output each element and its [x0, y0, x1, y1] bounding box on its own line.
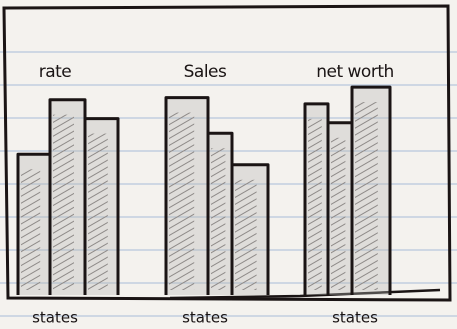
frame — [2, 4, 452, 302]
x-axis-label: states — [32, 309, 78, 327]
chart-title: net worth — [316, 62, 394, 82]
bar-hatch — [211, 148, 226, 290]
x-axis-label: states — [332, 309, 378, 327]
chart-title: Sales — [184, 62, 227, 82]
baseline — [169, 288, 441, 300]
x-axis-label: states — [182, 309, 228, 327]
bar-hatch — [53, 114, 74, 290]
bar-outline — [350, 85, 392, 295]
chart-title: rate — [39, 62, 72, 82]
bar-outline — [230, 163, 270, 295]
bar-hatch — [21, 169, 41, 290]
bar-hatch — [308, 118, 322, 291]
bar-hatch — [88, 133, 108, 290]
bar-hatch — [235, 179, 257, 290]
bar-hatch — [355, 102, 378, 290]
bar-outline — [83, 117, 120, 295]
bar-hatch — [331, 137, 346, 290]
ruled-lines — [0, 51, 457, 317]
bar-hatch — [169, 112, 195, 290]
